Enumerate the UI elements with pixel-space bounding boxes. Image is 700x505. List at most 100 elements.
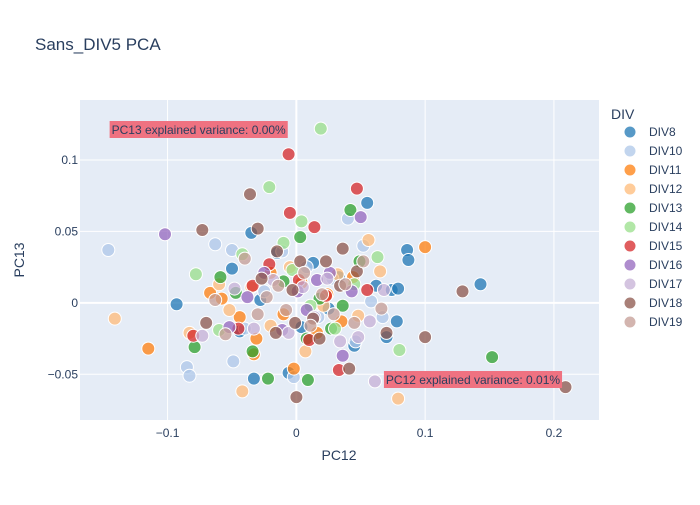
legend-item-div18[interactable]: DIV18 bbox=[623, 296, 683, 310]
data-point[interactable] bbox=[222, 303, 237, 317]
data-point[interactable] bbox=[199, 315, 214, 330]
data-point[interactable] bbox=[351, 330, 366, 345]
data-point[interactable] bbox=[370, 250, 385, 265]
data-point[interactable] bbox=[235, 384, 250, 399]
data-point[interactable] bbox=[360, 195, 375, 210]
data-point[interactable] bbox=[289, 390, 304, 405]
data-point[interactable] bbox=[195, 328, 210, 343]
data-point[interactable] bbox=[262, 180, 277, 195]
data-point[interactable] bbox=[391, 281, 406, 296]
data-point[interactable] bbox=[279, 303, 294, 317]
legend-label: DIV8 bbox=[649, 125, 676, 139]
legend-item-div17[interactable]: DIV17 bbox=[623, 277, 683, 291]
data-point[interactable] bbox=[312, 331, 327, 346]
data-point[interactable] bbox=[250, 221, 265, 236]
data-point[interactable] bbox=[374, 301, 389, 316]
data-point[interactable] bbox=[158, 227, 172, 242]
data-point[interactable] bbox=[418, 330, 433, 345]
data-point[interactable] bbox=[455, 284, 470, 299]
data-point[interactable] bbox=[101, 243, 116, 257]
data-point[interactable] bbox=[335, 348, 350, 363]
data-point[interactable] bbox=[208, 293, 223, 307]
data-point[interactable] bbox=[333, 334, 348, 349]
data-point[interactable] bbox=[349, 264, 364, 279]
data-point[interactable] bbox=[303, 318, 318, 333]
data-point[interactable] bbox=[226, 354, 241, 369]
data-point[interactable] bbox=[246, 371, 261, 386]
data-point[interactable] bbox=[473, 277, 488, 292]
data-point[interactable] bbox=[141, 341, 156, 356]
data-point[interactable] bbox=[281, 147, 296, 162]
data-point[interactable] bbox=[237, 251, 252, 266]
data-point[interactable] bbox=[389, 314, 404, 329]
data-point[interactable] bbox=[208, 237, 223, 252]
legend-item-div14[interactable]: DIV14 bbox=[623, 220, 683, 234]
data-point[interactable] bbox=[307, 220, 322, 235]
data-point[interactable] bbox=[335, 241, 350, 256]
data-point[interactable] bbox=[373, 264, 388, 279]
data-point[interactable] bbox=[268, 325, 283, 340]
data-point[interactable] bbox=[356, 254, 371, 269]
legend-item-div13[interactable]: DIV13 bbox=[623, 201, 683, 215]
data-point[interactable] bbox=[353, 210, 368, 225]
data-point[interactable] bbox=[401, 253, 416, 267]
data-point[interactable] bbox=[300, 373, 315, 387]
data-point[interactable] bbox=[271, 278, 286, 293]
data-point[interactable] bbox=[319, 254, 333, 269]
data-point[interactable] bbox=[286, 361, 301, 376]
data-point[interactable] bbox=[418, 240, 433, 255]
data-point[interactable] bbox=[218, 327, 233, 342]
data-point[interactable] bbox=[225, 261, 239, 276]
legend-item-div10[interactable]: DIV10 bbox=[623, 144, 683, 158]
legend-item-div15[interactable]: DIV15 bbox=[623, 239, 683, 253]
data-point[interactable] bbox=[326, 307, 341, 322]
data-point[interactable] bbox=[338, 277, 353, 292]
data-point[interactable] bbox=[392, 343, 407, 357]
data-point[interactable] bbox=[313, 121, 328, 136]
data-point[interactable] bbox=[227, 281, 242, 296]
data-point[interactable] bbox=[297, 265, 312, 280]
data-point[interactable] bbox=[213, 270, 228, 285]
data-point[interactable] bbox=[360, 283, 375, 297]
data-point[interactable] bbox=[254, 271, 269, 286]
data-point[interactable] bbox=[391, 391, 406, 406]
data-point[interactable] bbox=[362, 314, 377, 329]
data-point[interactable] bbox=[282, 205, 297, 220]
data-point[interactable] bbox=[376, 283, 391, 297]
data-point[interactable] bbox=[188, 267, 203, 282]
data-point[interactable] bbox=[261, 371, 275, 386]
data-point[interactable] bbox=[349, 181, 364, 196]
data-point[interactable] bbox=[169, 297, 184, 312]
data-point[interactable] bbox=[246, 321, 261, 336]
data-point[interactable] bbox=[342, 361, 357, 376]
data-point[interactable] bbox=[259, 290, 274, 305]
data-point[interactable] bbox=[485, 350, 500, 365]
data-point[interactable] bbox=[328, 321, 342, 336]
legend-item-div19[interactable]: DIV19 bbox=[623, 315, 683, 329]
data-point[interactable] bbox=[320, 271, 335, 286]
data-point[interactable] bbox=[243, 187, 257, 202]
data-point[interactable] bbox=[182, 368, 197, 383]
data-point[interactable] bbox=[379, 325, 394, 340]
data-point[interactable] bbox=[195, 223, 210, 237]
legend-item-div11[interactable]: DIV11 bbox=[623, 163, 682, 177]
data-point[interactable] bbox=[361, 233, 376, 247]
data-point[interactable] bbox=[240, 290, 255, 305]
data-point[interactable] bbox=[315, 287, 330, 302]
legend-item-div12[interactable]: DIV12 bbox=[623, 182, 683, 196]
data-point[interactable] bbox=[245, 344, 260, 359]
data-point[interactable] bbox=[335, 298, 350, 313]
legend-item-div8[interactable]: DIV8 bbox=[623, 125, 676, 139]
data-point[interactable] bbox=[270, 244, 284, 259]
annotation-text: PC12 explained variance: 0.01% bbox=[386, 373, 560, 387]
data-point[interactable] bbox=[343, 203, 358, 217]
legend-item-div16[interactable]: DIV16 bbox=[623, 258, 683, 272]
data-point[interactable] bbox=[107, 311, 122, 326]
data-point[interactable] bbox=[288, 315, 303, 330]
data-point[interactable] bbox=[367, 374, 382, 389]
data-point[interactable] bbox=[347, 315, 362, 330]
data-point[interactable] bbox=[293, 230, 308, 245]
data-point[interactable] bbox=[294, 214, 309, 229]
data-point[interactable] bbox=[285, 283, 300, 297]
data-point[interactable] bbox=[250, 307, 265, 322]
